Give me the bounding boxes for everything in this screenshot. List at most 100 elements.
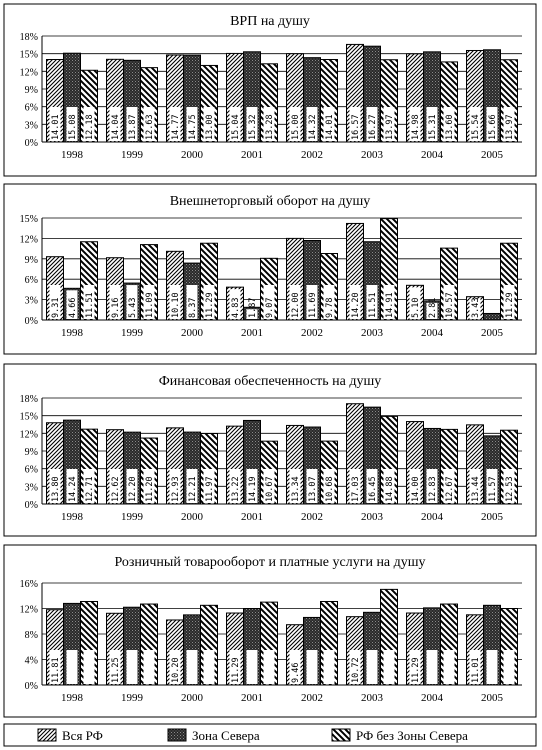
data-label: 11.29 [505,292,515,318]
y-tick-label: 12% [20,605,38,616]
data-label: 11.69 [308,292,318,318]
bar-label-box [49,285,61,319]
bar-label-box [186,650,198,684]
bar-label-box [426,107,438,141]
data-label: 14.01 [325,114,335,140]
y-tick-label: 15% [20,50,38,61]
bar-label-box [289,650,301,684]
data-label: 5.43 [128,298,138,318]
bar-label-box [306,285,318,319]
bar-label-box [49,107,61,141]
bar-label-box [366,469,378,503]
bar-label-box [469,650,481,684]
chart-panel-financial-provision-per-capita: Финансовая обеспеченность на душу 0% 3% 6%… [3,363,537,537]
x-tick-label: 2004 [421,692,444,704]
legend-label-north-zone: Зона Севера [192,728,260,743]
bar-label-box [323,650,335,684]
bar-label-box [289,285,301,319]
data-label: 14.91 [385,292,395,318]
bar-label-box [289,469,301,503]
bar-label-box [469,298,481,319]
bar-label-box [306,650,318,684]
data-label: 12.63 [145,114,155,140]
y-tick-label: 0% [25,138,38,149]
bar-label-box [66,290,78,319]
x-tick-label: 2005 [481,149,504,161]
data-label: 14.00 [411,476,421,502]
data-label: 9.07 [265,298,275,318]
bar-label-box [126,650,138,684]
y-tick-label: 9% [25,85,38,96]
data-label: 11.25 [111,657,121,683]
bar-label-box [246,650,258,684]
bar-label-box [366,285,378,319]
data-label: 4.83 [231,298,241,318]
data-label: 12.20 [128,476,138,502]
y-tick-label: 12% [20,429,38,440]
y-tick-label: 6% [25,275,38,286]
chart-panel-retail-trade-per-capita: Розничный товарооборот и платные услуги … [3,544,537,718]
x-tick-label: 2000 [181,149,204,161]
chart-title: Розничный товарооборот и платные услуги … [114,555,425,570]
data-label: 12.00 [291,292,301,318]
bar-label-box [383,469,395,503]
data-label: 14.24 [68,476,78,502]
bar-label-box [246,469,258,503]
bar-label-box [83,107,95,141]
data-label: 15.31 [428,114,438,140]
data-label: 12.67 [445,476,455,502]
y-tick-label: 15% [20,412,38,423]
bar-label-box [83,285,95,319]
bar-label-box [229,469,241,503]
data-label: 15.04 [231,114,241,140]
x-tick-label: 1998 [61,511,84,523]
data-label: 14.19 [248,476,258,502]
chart-title: Внешнеторговый оборот на душу [170,194,371,209]
y-tick-label: 0% [25,316,38,327]
x-tick-label: 1999 [121,327,144,339]
x-tick-label: 2004 [421,327,444,339]
data-label: 16.57 [351,114,361,140]
bar-label-box [126,285,138,319]
bar-label-box [169,650,181,684]
data-label: 10.72 [351,657,361,683]
data-label: 2.81 [428,298,438,318]
data-label: 13.00 [205,114,215,140]
data-label: 14.98 [411,114,421,140]
data-label: 11.51 [85,292,95,318]
y-tick-label: 9% [25,255,38,266]
bar-label-box [289,107,301,141]
bar-label-box [366,107,378,141]
data-label: 13.07 [308,476,318,502]
data-label: 4.66 [68,298,78,318]
bar-label-box [503,285,515,319]
bar-label-box [83,469,95,503]
bar-label-box [503,107,515,141]
x-tick-label: 2005 [481,511,504,523]
bar-label-box [383,285,395,319]
x-tick-label: 1998 [61,327,84,339]
bar-label-box [323,285,335,319]
bar-label-box [83,650,95,684]
bar-label-box [66,469,78,503]
x-tick-label: 2001 [241,692,263,704]
bar-label-box [109,650,121,684]
data-label: 14.20 [351,292,361,318]
data-label: 13.97 [505,114,515,140]
y-tick-label: 0% [25,681,38,692]
y-tick-label: 12% [20,67,38,78]
bar-label-box [263,107,275,141]
y-tick-label: 9% [25,447,38,458]
data-label: 8.37 [188,298,198,318]
bar-label-box [203,107,215,141]
data-label: 14.32 [308,114,318,140]
data-label: 12.93 [171,476,181,502]
data-label: 11.29 [231,657,241,683]
y-tick-label: 12% [20,234,38,245]
data-label: 11.20 [145,476,155,502]
bar-label-box [143,650,155,684]
